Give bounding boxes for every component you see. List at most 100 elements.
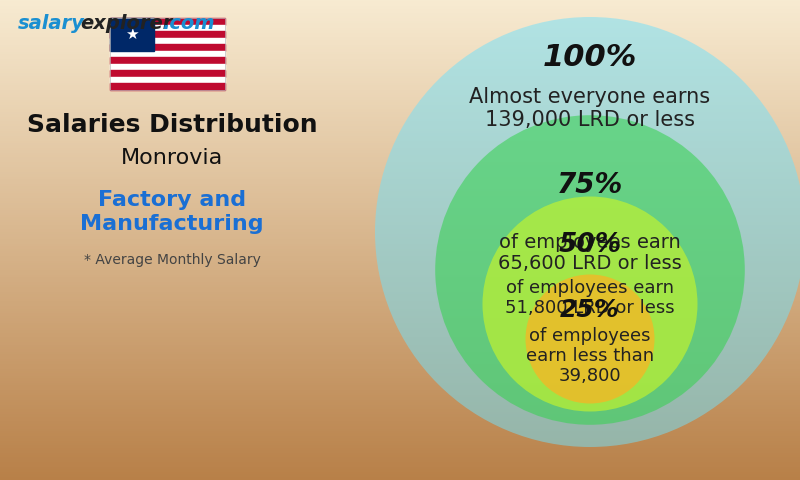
Bar: [0, 230, 800, 233]
Bar: [0, 439, 800, 442]
Bar: [0, 216, 800, 218]
Bar: [0, 36, 800, 38]
Bar: [0, 365, 800, 367]
Bar: [0, 118, 800, 120]
Bar: [0, 110, 800, 113]
Bar: [0, 391, 800, 394]
Bar: [0, 204, 800, 206]
Bar: [0, 175, 800, 178]
Bar: [0, 418, 800, 420]
Bar: [0, 331, 800, 334]
Bar: [0, 96, 800, 98]
Circle shape: [375, 17, 800, 447]
Bar: [0, 350, 800, 353]
Bar: [0, 353, 800, 355]
Bar: [0, 156, 800, 158]
Bar: [0, 163, 800, 166]
Bar: [0, 468, 800, 470]
Bar: [0, 62, 800, 65]
Bar: [0, 194, 800, 197]
Bar: [0, 120, 800, 122]
Bar: [110, 84, 225, 90]
Bar: [0, 178, 800, 180]
Bar: [0, 444, 800, 446]
Bar: [0, 362, 800, 365]
Bar: [110, 44, 225, 51]
Bar: [0, 475, 800, 478]
Bar: [0, 89, 800, 91]
Bar: [0, 43, 800, 46]
Bar: [0, 134, 800, 137]
Bar: [0, 295, 800, 298]
Bar: [0, 7, 800, 10]
Bar: [0, 223, 800, 226]
Bar: [0, 456, 800, 458]
Bar: [0, 367, 800, 370]
Bar: [0, 197, 800, 199]
Text: Almost everyone earns: Almost everyone earns: [470, 87, 710, 107]
Bar: [110, 64, 225, 71]
Bar: [0, 41, 800, 43]
Bar: [0, 302, 800, 305]
Bar: [0, 79, 800, 82]
Bar: [0, 326, 800, 329]
Bar: [0, 396, 800, 398]
Circle shape: [435, 115, 745, 425]
Bar: [0, 437, 800, 439]
Bar: [0, 451, 800, 454]
Bar: [110, 77, 225, 84]
Bar: [0, 276, 800, 278]
Bar: [0, 466, 800, 468]
Bar: [0, 60, 800, 62]
Bar: [0, 12, 800, 14]
Circle shape: [526, 275, 654, 404]
Bar: [0, 98, 800, 101]
Bar: [0, 360, 800, 362]
Bar: [0, 336, 800, 338]
Text: 100%: 100%: [543, 43, 637, 72]
Bar: [0, 254, 800, 257]
Bar: [0, 154, 800, 156]
Bar: [0, 50, 800, 53]
Bar: [0, 343, 800, 346]
Bar: [110, 37, 225, 44]
Bar: [0, 324, 800, 326]
Bar: [0, 288, 800, 290]
Bar: [0, 185, 800, 187]
Bar: [110, 71, 225, 77]
Bar: [0, 317, 800, 319]
Bar: [0, 449, 800, 451]
Bar: [110, 18, 225, 90]
Bar: [0, 10, 800, 12]
Bar: [110, 51, 225, 57]
Text: Factory and: Factory and: [98, 190, 246, 210]
Bar: [0, 446, 800, 449]
Bar: [0, 132, 800, 134]
Bar: [0, 125, 800, 127]
Bar: [0, 386, 800, 389]
Bar: [0, 115, 800, 118]
Text: of employees earn: of employees earn: [506, 279, 674, 297]
Bar: [0, 146, 800, 149]
Bar: [0, 182, 800, 185]
Bar: [0, 238, 800, 240]
Bar: [0, 427, 800, 430]
Bar: [0, 19, 800, 22]
Circle shape: [482, 196, 698, 411]
Text: ★: ★: [125, 27, 138, 42]
Bar: [0, 394, 800, 396]
Bar: [0, 374, 800, 377]
Bar: [0, 442, 800, 444]
Bar: [0, 338, 800, 341]
Bar: [0, 247, 800, 250]
Bar: [0, 286, 800, 288]
Bar: [0, 77, 800, 79]
Bar: [0, 149, 800, 151]
Bar: [0, 26, 800, 29]
Bar: [0, 290, 800, 293]
Bar: [0, 274, 800, 276]
Bar: [0, 65, 800, 67]
Bar: [0, 413, 800, 415]
Bar: [0, 139, 800, 142]
Bar: [0, 454, 800, 456]
